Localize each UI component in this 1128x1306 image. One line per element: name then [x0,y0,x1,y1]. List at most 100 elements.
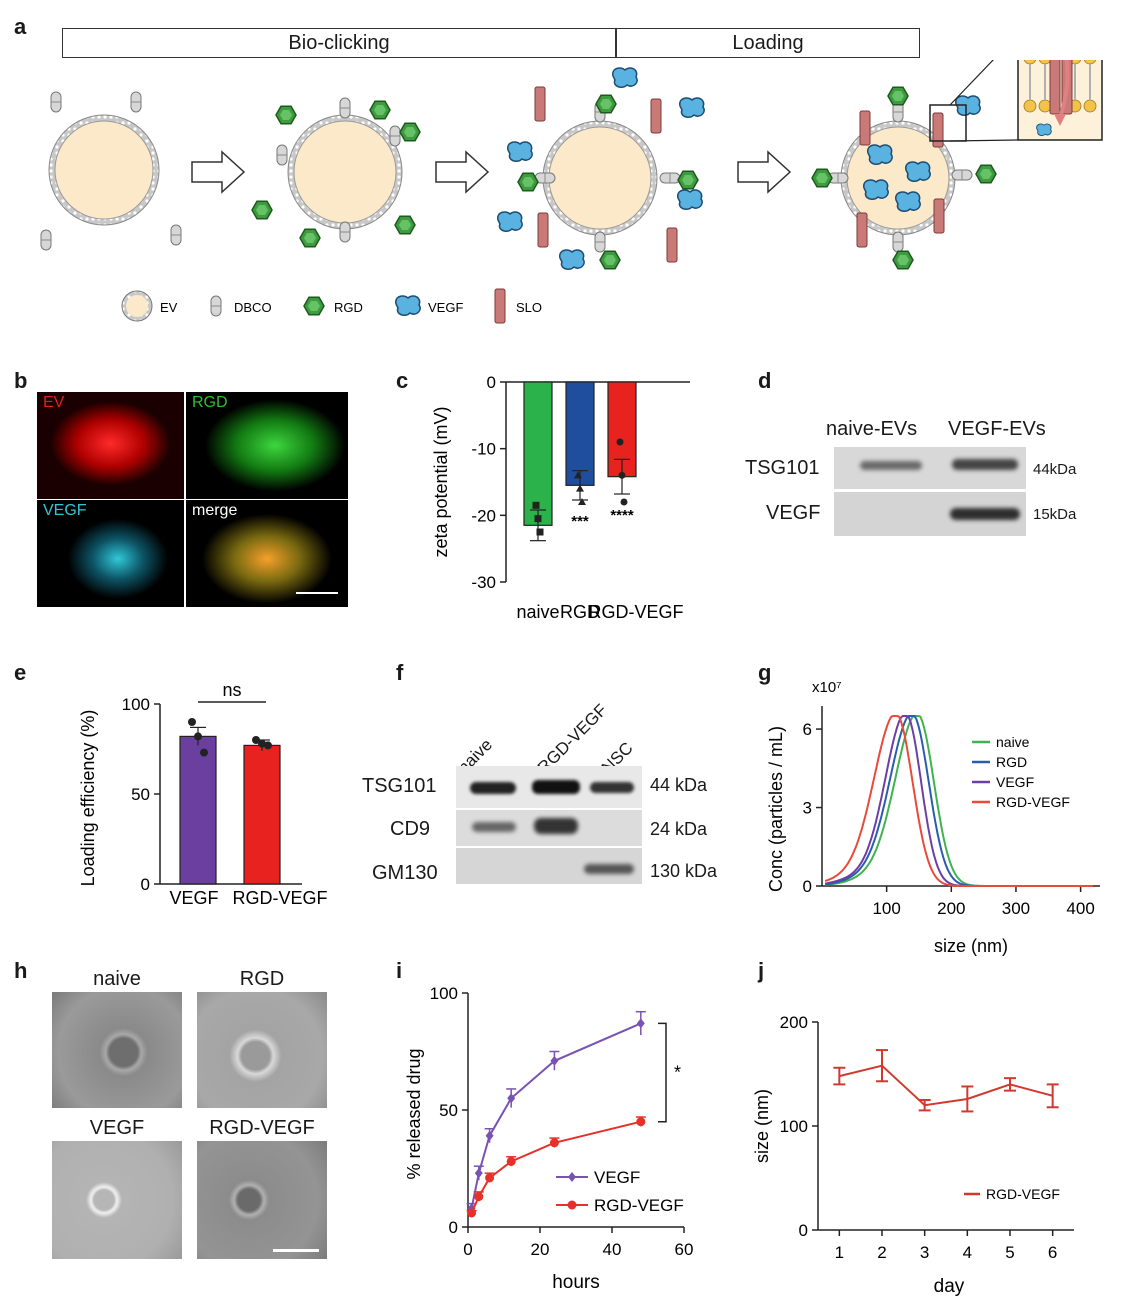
g-legend-label: VEGF [996,774,1034,790]
stage-loading: Loading [732,32,804,54]
stage-bio-clicking: Bio-clicking [288,32,390,54]
j-xtick-label: 2 [877,1243,886,1262]
tem-vegf-label: VEGF [89,1117,145,1139]
dbco-2d [389,125,401,147]
vegf-3b [506,141,533,163]
slo-3c [537,212,549,248]
i-point [485,1130,494,1141]
blot-d-col-vegf: VEGF-EVs [948,418,1046,440]
i-point [467,1203,476,1214]
j-xtick-label: 4 [963,1243,972,1262]
arrow-1 [191,150,246,194]
slo-4a [859,110,871,146]
c-bar [565,381,595,486]
legend-ev: EV [160,300,178,315]
rgd-2a [275,105,297,125]
vesicle-1 [48,114,160,226]
tem-rgd-vegf-label: RGD-VEGF [209,1117,315,1139]
panel-a-legend: EV DBCO RGD VEGF SLO [121,288,542,324]
i-ytick-label: 0 [449,1218,458,1237]
c-xtick-label: RGD [560,602,600,622]
e-point [252,736,260,744]
tem-naive-label: naive [93,968,141,990]
blot-d-size-2: 15kDa [1033,506,1077,523]
slo-4c [856,212,868,248]
c-ytick-label: -30 [471,573,496,592]
panel-a-letter: a [14,14,27,39]
g-series-line [824,715,1093,887]
blot-d-col-naive: naive-EVs [826,418,918,440]
blot-d-row-tsg101: TSG101 [745,457,820,479]
tem-rgd-vegf [197,1141,327,1259]
blot-d-lane-vegf [834,492,1026,536]
g-ylabel: Conc (particles / mL) [766,726,786,892]
micro-merge: merge [186,500,348,607]
vegf-4c [862,179,889,201]
rgd-2f [394,215,416,235]
e-point [194,732,202,741]
rgd-4a [811,168,833,188]
g-ytick-label: 6 [803,720,812,739]
i-legend-label: VEGF [594,1168,640,1187]
micro-vegf-label: VEGF [43,502,87,519]
legend-dbco: DBCO [234,300,272,315]
j-xtick-label: 1 [835,1243,844,1262]
j-ytick-label: 100 [780,1117,808,1136]
tem-rgd-label: RGD [239,968,285,990]
vesicle-2 [287,114,403,230]
membrane-inset [1017,60,1103,141]
e-ylabel: Loading efficiency (%) [78,710,98,887]
e-point [200,748,208,757]
g-xtick-label: 200 [937,899,965,918]
arrow-3 [737,150,792,194]
c-ytick-label: -20 [471,506,496,525]
tem-naive [52,992,182,1108]
j-xtick-label: 3 [920,1243,929,1262]
i-legend-marker [567,1200,577,1210]
micro-rgd: RGD [186,392,348,499]
j-xlabel: day [934,1276,965,1297]
j-series-line [839,1064,1053,1107]
dbco-4d [951,169,973,181]
band-d-3 [950,508,1020,520]
blot-f-row-tsg101: TSG101 [362,775,437,797]
panel-g-letter: g [758,660,772,685]
j-xtick-label: 5 [1005,1243,1014,1262]
c-point [578,498,586,505]
blot-f-size-1: 44 kDa [650,775,708,795]
chart-g: 0 3 6 100 200 300 400 x10⁷ Conc (particles / mL)… [766,679,1100,956]
c-point [532,501,540,509]
arrow-2 [435,150,490,194]
rgd-4b [975,164,997,184]
panel-d-letter: d [758,368,772,393]
i-point [506,1156,516,1166]
blot-f-lane-gm130 [456,848,642,884]
slo-4d [933,198,945,234]
g-legend-label: naive [996,734,1030,750]
legend-slo: SLO [516,300,542,315]
dbco-2a [339,97,351,119]
i-xtick-label: 0 [463,1240,472,1259]
c-xtick-label: RGD-VEGF [588,602,683,622]
j-ylabel: size (nm) [752,1089,772,1163]
c-bar [523,381,553,526]
i-xlabel: hours [552,1272,600,1293]
i-annotation: * [674,1063,681,1083]
blot-d-lane-tsg101 [834,447,1026,489]
e-ytick-label: 50 [131,785,150,804]
dbco-4b [892,231,904,253]
c-significance: *** [571,513,589,530]
chart-e: 0 50 100 Loading efficiency (%) VEGF RGD-VEGF… [78,680,328,908]
i-ytick-label: 50 [439,1101,458,1120]
micro-merge-label: merge [192,502,238,519]
rgd-2d [251,200,273,220]
vegf-4b [904,161,931,183]
c-xtick-label: naive [516,602,559,622]
g-xtick-label: 300 [1002,899,1030,918]
i-xtick-label: 20 [531,1240,550,1259]
micro-ev-label: EV [43,394,65,411]
g-legend-label: RGD [996,754,1027,770]
c-point [534,515,542,523]
blot-f-row-gm130: GM130 [372,862,438,884]
i-point [636,1117,646,1127]
